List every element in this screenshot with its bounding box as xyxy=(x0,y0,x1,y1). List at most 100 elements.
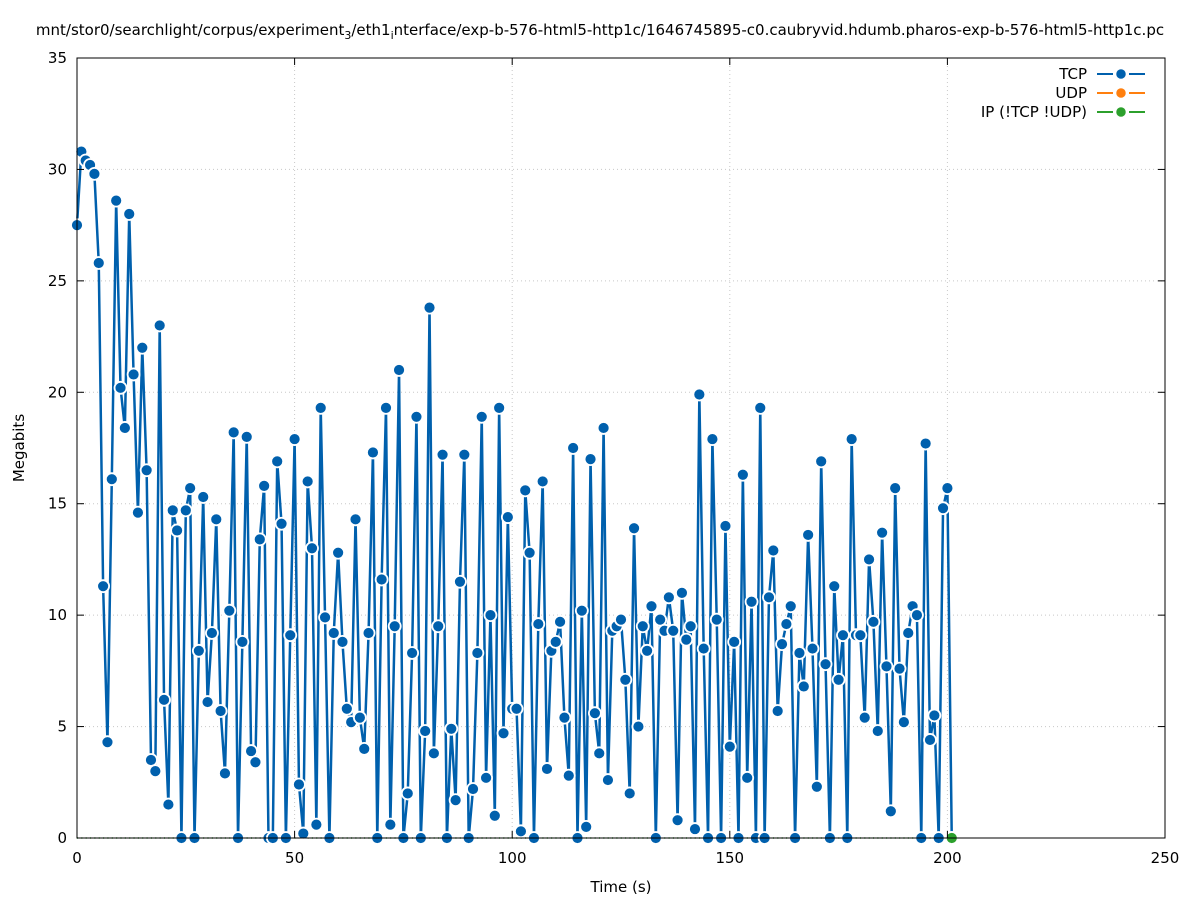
tcp-point xyxy=(144,753,158,767)
y-tick-label: 10 xyxy=(48,606,67,624)
tcp-point xyxy=(444,721,459,736)
tcp-point xyxy=(596,421,611,435)
tcp-point xyxy=(305,541,319,556)
tcp-point xyxy=(431,619,446,634)
tcp-point xyxy=(875,525,890,540)
tcp-point xyxy=(152,318,167,333)
tcp-point xyxy=(252,532,267,547)
x-tick-label: 150 xyxy=(715,849,744,867)
tcp-point xyxy=(300,474,315,489)
tcp-point xyxy=(892,661,907,676)
tcp-point xyxy=(387,619,402,634)
tcp-point xyxy=(814,454,829,469)
tcp-point xyxy=(514,824,528,839)
tcp-point xyxy=(113,380,128,395)
tcp-point xyxy=(709,612,724,627)
legend-marker xyxy=(1114,67,1128,81)
tcp-point xyxy=(910,608,924,623)
tcp-point xyxy=(936,501,950,516)
tcp-point xyxy=(339,701,354,716)
tcp-point xyxy=(883,804,898,819)
y-tick-label: 25 xyxy=(48,272,67,290)
tcp-point xyxy=(640,643,655,658)
tcp-point xyxy=(492,400,507,415)
legend-label-tcp: TCP xyxy=(1058,65,1087,83)
tcp-point xyxy=(287,432,302,446)
tcp-point xyxy=(818,657,833,672)
tcp-point xyxy=(209,512,224,527)
x-tick-label: 250 xyxy=(1151,849,1180,867)
tcp-point xyxy=(592,746,607,761)
tcp-point xyxy=(566,441,581,455)
tcp-point xyxy=(688,822,702,836)
tcp-point xyxy=(627,521,641,536)
tcp-point xyxy=(405,646,420,660)
tcp-point xyxy=(744,594,759,609)
tcp-point xyxy=(862,552,876,567)
tcp-point xyxy=(540,762,554,776)
tcp-point xyxy=(326,626,341,640)
tcp-point xyxy=(466,782,480,796)
legend-label-udp: UDP xyxy=(1055,84,1087,102)
y-axis-label: Megabits xyxy=(10,414,28,482)
tcp-point xyxy=(879,659,894,674)
tcp-point xyxy=(601,773,615,787)
tcp-point xyxy=(792,646,807,660)
tcp-point xyxy=(383,817,398,832)
tcp-point xyxy=(735,467,750,482)
tcp-point xyxy=(248,755,263,770)
tcp-point xyxy=(722,739,737,754)
tcp-point xyxy=(409,409,424,424)
tcp-point xyxy=(574,603,589,618)
tcp-point xyxy=(148,764,163,779)
y-tick-label: 15 xyxy=(48,495,67,513)
tcp-point xyxy=(448,793,463,808)
tcp-point xyxy=(923,733,937,747)
tcp-point xyxy=(218,766,232,781)
tcp-point xyxy=(196,490,211,504)
tcp-point xyxy=(940,481,955,496)
tcp-point xyxy=(779,617,794,631)
tcp-point xyxy=(400,786,415,801)
tcp-point xyxy=(614,612,628,627)
tcp-point xyxy=(918,436,933,451)
tcp-point xyxy=(531,617,546,631)
tcp-point xyxy=(296,826,311,841)
tcp-point xyxy=(87,166,102,181)
tcp-point xyxy=(583,452,598,467)
x-tick-label: 100 xyxy=(498,849,527,867)
tcp-point xyxy=(622,786,637,801)
tcp-point xyxy=(836,628,850,643)
tcp-point xyxy=(309,817,324,832)
tcp-point xyxy=(827,579,842,594)
tcp-point xyxy=(235,634,250,649)
tcp-point xyxy=(692,387,707,402)
tcp-point xyxy=(753,400,768,415)
tcp-point xyxy=(718,519,733,533)
tcp-point xyxy=(496,726,511,741)
tcp-point xyxy=(618,672,633,687)
tcp-point xyxy=(170,523,184,538)
tcp-point xyxy=(557,710,572,725)
tcp-point xyxy=(178,503,193,518)
tcp-point xyxy=(666,623,681,638)
tcp-point xyxy=(470,646,485,660)
tcp-point xyxy=(96,579,111,594)
tcp-point xyxy=(927,708,942,723)
tcp-point xyxy=(205,626,219,640)
tcp-point xyxy=(635,619,650,634)
x-tick-label: 200 xyxy=(933,849,962,867)
tcp-point xyxy=(91,256,106,270)
tcp-point xyxy=(679,632,694,647)
tcp-point xyxy=(122,207,137,221)
tcp-point xyxy=(126,367,141,382)
tcp-point xyxy=(796,679,811,694)
tcp-point xyxy=(518,483,533,498)
tcp-point xyxy=(762,590,776,605)
title-segment: nterface/exp-b-576-html5-http1c/16467458… xyxy=(394,21,1164,39)
tcp-point xyxy=(274,516,289,531)
plot-border xyxy=(76,57,1166,839)
tcp-point xyxy=(579,819,594,834)
y-tick-label: 0 xyxy=(57,829,67,847)
